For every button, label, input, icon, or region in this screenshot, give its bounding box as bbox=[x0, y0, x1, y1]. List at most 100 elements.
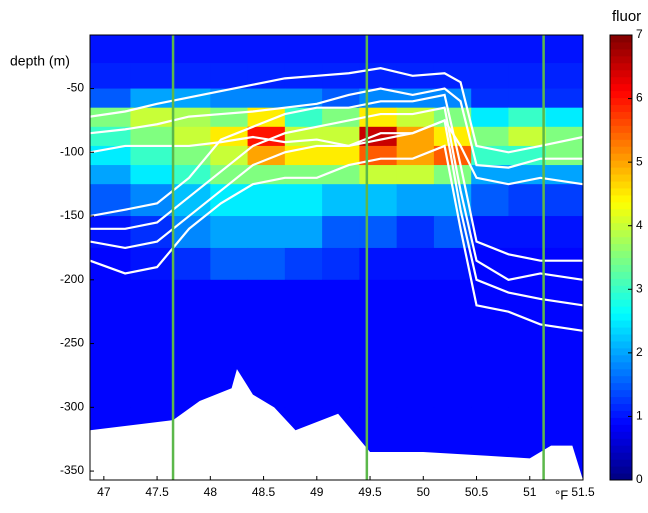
heatmap-cell bbox=[322, 343, 360, 408]
heatmap-cell bbox=[284, 35, 323, 64]
colorbar-swatch bbox=[610, 403, 632, 411]
colorbar-swatch bbox=[610, 167, 632, 175]
colorbar-frame bbox=[609, 34, 633, 481]
heatmap-cell bbox=[90, 165, 131, 185]
heatmap-cell bbox=[396, 35, 435, 64]
heatmap-cell bbox=[210, 184, 249, 217]
heatmap-cell bbox=[508, 63, 547, 90]
colorbar-swatch bbox=[610, 35, 632, 43]
heatmap-cell bbox=[173, 343, 211, 408]
colorbar-swatch bbox=[610, 139, 632, 147]
colorbar-tick-label: 3 bbox=[636, 281, 643, 295]
heatmap-cell bbox=[359, 184, 398, 217]
heatmap-cell bbox=[508, 216, 547, 249]
colorbar-swatch bbox=[610, 466, 632, 474]
heatmap-cell bbox=[90, 279, 131, 345]
heatmap-cell bbox=[508, 107, 547, 128]
colorbar-tick-label: 7 bbox=[636, 27, 643, 41]
contour-line bbox=[90, 87, 583, 169]
heatmap-cell bbox=[210, 216, 249, 249]
colorbar-swatch bbox=[610, 459, 632, 467]
colorbar-swatch bbox=[610, 236, 632, 245]
heatmap-cell bbox=[210, 88, 249, 109]
heatmap-cell bbox=[173, 35, 211, 64]
colorbar-swatch bbox=[610, 76, 632, 85]
heatmap-cell bbox=[322, 145, 360, 166]
heatmap-cell bbox=[508, 184, 547, 217]
colorbar-swatch bbox=[610, 473, 632, 481]
contour-line bbox=[90, 67, 583, 154]
colorbar-swatch bbox=[610, 229, 632, 238]
heatmap-cell bbox=[90, 343, 131, 408]
colorbar-swatch bbox=[610, 125, 632, 133]
heatmap-cell bbox=[471, 184, 509, 217]
heatmap-cell bbox=[130, 165, 174, 185]
colorbar-tick-label: 2 bbox=[636, 345, 643, 359]
heatmap-cell bbox=[173, 145, 211, 166]
colorbar-swatch bbox=[610, 375, 632, 384]
y-tick-label: -300 bbox=[60, 399, 84, 413]
heatmap-cell bbox=[471, 343, 509, 408]
contour-line bbox=[90, 93, 583, 262]
colorbar-swatch bbox=[610, 48, 632, 57]
colorbar-swatch bbox=[610, 333, 632, 342]
heatmap-cell bbox=[210, 63, 249, 90]
colorbar-swatch bbox=[610, 452, 632, 460]
colorbar-swatch bbox=[610, 174, 632, 182]
heatmap-cell bbox=[247, 107, 286, 128]
heatmap-cell bbox=[545, 216, 583, 249]
colorbar-tick-label: 4 bbox=[636, 218, 643, 232]
heatmap-cell bbox=[359, 279, 398, 345]
colorbar-swatch bbox=[610, 368, 632, 377]
colorbar-swatch bbox=[610, 104, 632, 112]
heatmap-cell bbox=[322, 279, 360, 345]
heatmap-cell bbox=[508, 126, 547, 147]
heatmap-cell bbox=[130, 126, 174, 147]
x-tick-label: 50 bbox=[417, 485, 431, 499]
heatmap-cell bbox=[545, 88, 583, 109]
heatmap-cell bbox=[210, 107, 249, 128]
heatmap-cell bbox=[210, 145, 249, 166]
heatmap-cell bbox=[130, 247, 174, 281]
heatmap-cell bbox=[173, 88, 211, 109]
heatmap-cell bbox=[396, 184, 435, 217]
x-tick-label: 51 bbox=[523, 485, 537, 499]
y-axis-label: depth (m) bbox=[10, 53, 70, 69]
heatmap-cell bbox=[284, 184, 323, 217]
heatmap-cell bbox=[508, 35, 547, 64]
heatmap-cell bbox=[173, 184, 211, 217]
heatmap-cell bbox=[545, 126, 583, 147]
heatmap-cell bbox=[508, 343, 547, 408]
heatmap-cell bbox=[433, 343, 472, 408]
heatmap-cell bbox=[210, 279, 249, 345]
colorbar-swatch bbox=[610, 292, 632, 300]
colorbar-swatch bbox=[610, 215, 632, 224]
heatmap-cell bbox=[322, 35, 360, 64]
heatmap-cell bbox=[130, 35, 174, 64]
x-tick-label: 48.5 bbox=[252, 485, 276, 499]
colorbar-swatch bbox=[610, 222, 632, 231]
heatmap-cell bbox=[396, 279, 435, 345]
heatmap-cell bbox=[247, 216, 286, 249]
heatmap-cell bbox=[433, 279, 472, 345]
heatmap-cell bbox=[247, 184, 286, 217]
colorbar-tick-label: 1 bbox=[636, 409, 643, 423]
colorbar-swatch bbox=[610, 90, 632, 99]
heatmap-cell bbox=[322, 184, 360, 217]
heatmap-cell bbox=[396, 343, 435, 408]
colorbar-swatch bbox=[610, 361, 632, 370]
heatmap-cell bbox=[130, 145, 174, 166]
heatmap-cell bbox=[359, 165, 398, 185]
y-tick-label: -250 bbox=[60, 336, 84, 350]
colorbar-swatch bbox=[610, 257, 632, 265]
colorbar-swatch bbox=[610, 271, 632, 279]
colorbar-swatch bbox=[610, 438, 632, 446]
plot-area bbox=[90, 35, 583, 480]
contour-line bbox=[90, 106, 583, 281]
heatmap-cell bbox=[433, 126, 472, 147]
heatmap-cell bbox=[322, 247, 360, 281]
y-tick-label: -200 bbox=[60, 272, 84, 286]
contour-line bbox=[90, 144, 583, 332]
colorbar-swatch bbox=[610, 243, 632, 252]
seafloor bbox=[90, 369, 583, 480]
